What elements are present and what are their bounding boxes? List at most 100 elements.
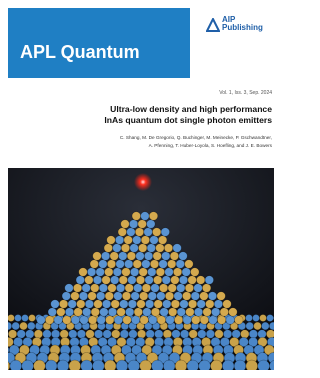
- atom: [229, 308, 238, 317]
- atom: [135, 228, 144, 237]
- atom: [73, 284, 82, 293]
- atom: [209, 316, 218, 325]
- atom: [130, 244, 139, 253]
- atom: [45, 316, 54, 325]
- atom: [119, 276, 128, 285]
- atom: [170, 252, 179, 261]
- atom: [241, 330, 250, 339]
- atom: [63, 316, 72, 325]
- atom: [234, 360, 246, 370]
- atom: [185, 284, 194, 293]
- author-line: A. Pfenning, T. Huber-Loyola, S. Hoeflin…: [120, 142, 272, 150]
- atom: [217, 316, 226, 325]
- atom: [106, 316, 115, 325]
- atom: [151, 284, 160, 293]
- atom: [71, 316, 80, 325]
- publisher-logo: [206, 18, 220, 32]
- atom: [37, 316, 46, 325]
- atom: [81, 360, 93, 370]
- atom: [57, 308, 66, 317]
- atom: [71, 292, 80, 301]
- atom: [130, 268, 139, 277]
- atom: [145, 300, 154, 309]
- atom: [163, 330, 172, 339]
- atom: [206, 300, 215, 309]
- atom: [82, 284, 91, 293]
- atom: [133, 236, 142, 245]
- atom: [57, 360, 69, 370]
- atom: [51, 300, 60, 309]
- atom: [60, 330, 69, 339]
- atom: [132, 212, 141, 221]
- atom: [116, 284, 125, 293]
- atom: [163, 300, 172, 309]
- atom: [59, 300, 68, 309]
- atom: [173, 244, 182, 253]
- atom: [152, 360, 164, 370]
- atom: [85, 300, 94, 309]
- atom: [113, 244, 122, 253]
- atom: [108, 308, 117, 317]
- atom: [101, 252, 110, 261]
- atom: [180, 300, 189, 309]
- atom: [199, 360, 211, 370]
- atom: [12, 322, 20, 330]
- atom: [102, 276, 111, 285]
- atom: [161, 228, 170, 237]
- atom: [76, 276, 85, 285]
- atom: [186, 308, 195, 317]
- publisher: AIP Publishing: [222, 16, 263, 32]
- atom: [168, 284, 177, 293]
- atom: [54, 316, 63, 325]
- atom: [80, 316, 89, 325]
- atom: [165, 268, 174, 277]
- atom: [261, 322, 269, 330]
- atom: [65, 284, 74, 293]
- atom: [8, 315, 15, 322]
- atom: [147, 220, 156, 229]
- atom: [118, 228, 127, 237]
- atom: [110, 252, 119, 261]
- article-title: Ultra-low density and high performance I…: [104, 104, 272, 126]
- atom: [159, 284, 168, 293]
- atom: [105, 268, 114, 277]
- atom: [235, 316, 244, 325]
- atom: [189, 330, 198, 339]
- atom: [140, 360, 152, 370]
- atom: [151, 308, 160, 317]
- atom: [102, 300, 111, 309]
- atom: [206, 330, 215, 339]
- atom: [107, 236, 116, 245]
- atom: [119, 252, 128, 261]
- atom: [214, 300, 223, 309]
- issue-info: Vol. 1, Iss. 3, Sep. 2024: [219, 90, 272, 96]
- atom: [174, 292, 183, 301]
- article-authors: C. Shang, M. De Gregorio, Q. Buchinger, …: [120, 134, 272, 150]
- atom: [146, 330, 155, 339]
- atom: [143, 308, 152, 317]
- atom: [127, 228, 136, 237]
- atom: [188, 300, 197, 309]
- atom: [246, 322, 254, 330]
- atom: [107, 260, 116, 269]
- atom: [215, 330, 224, 339]
- atom: [144, 252, 153, 261]
- atom: [69, 360, 81, 370]
- atom: [134, 308, 143, 317]
- atom: [157, 292, 166, 301]
- atom: [152, 228, 161, 237]
- atom: [77, 300, 86, 309]
- atom: [145, 276, 154, 285]
- atom: [8, 330, 17, 339]
- atom: [34, 360, 46, 370]
- atom: [97, 316, 106, 325]
- atom: [217, 292, 226, 301]
- atom: [141, 212, 150, 221]
- journal-cover: APL Quantum AIP Publishing Vol. 1, Iss. …: [0, 0, 282, 378]
- atom: [185, 260, 194, 269]
- atom: [183, 316, 192, 325]
- atom: [200, 292, 209, 301]
- atom: [105, 292, 114, 301]
- atom: [174, 316, 183, 325]
- atom: [258, 330, 267, 339]
